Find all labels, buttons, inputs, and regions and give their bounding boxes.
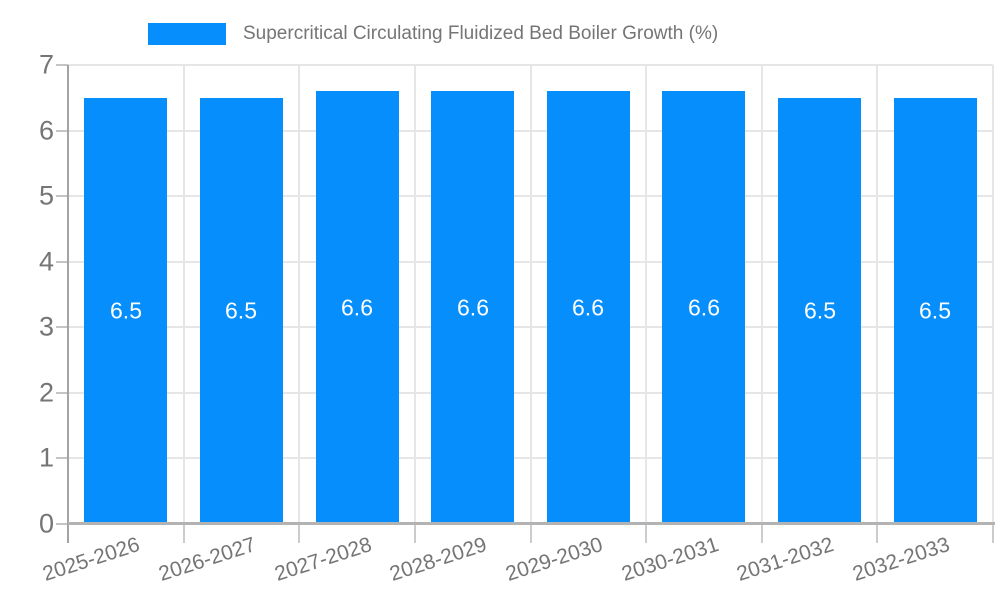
x-axis-tick-label: 2032-2033 <box>849 533 953 586</box>
y-axis-line <box>67 65 69 524</box>
legend-swatch <box>148 23 226 45</box>
bar[interactable] <box>778 98 861 522</box>
bar-value-label: 6.5 <box>919 297 951 324</box>
x-axis-tick <box>298 524 300 543</box>
bar-value-label: 6.6 <box>457 294 489 321</box>
bar-value-label: 6.5 <box>225 297 257 324</box>
bar[interactable] <box>894 98 977 522</box>
bar-value-label: 6.5 <box>804 297 836 324</box>
y-axis-tick <box>56 64 68 66</box>
bar-value-label: 6.5 <box>110 297 142 324</box>
x-axis-tick <box>992 524 994 543</box>
v-gridline <box>876 65 878 524</box>
y-axis-tick <box>56 392 68 394</box>
v-gridline <box>645 65 647 524</box>
x-axis-tick-label: 2028-2029 <box>387 533 490 586</box>
y-axis-tick <box>56 195 68 197</box>
v-gridline <box>992 65 994 524</box>
y-axis-tick-label: 7 <box>38 49 54 80</box>
bar[interactable] <box>547 91 630 522</box>
x-axis-tick-label: 2029-2030 <box>502 533 606 586</box>
bar[interactable] <box>200 98 283 522</box>
x-axis-tick <box>414 524 416 543</box>
bar-value-label: 6.6 <box>688 294 720 321</box>
x-axis-tick-label: 2025-2026 <box>40 533 143 586</box>
v-gridline <box>414 65 416 524</box>
y-axis-tick <box>56 457 68 459</box>
chart-legend-item[interactable]: Supercritical Circulating Fluidized Bed … <box>148 23 718 45</box>
x-axis-tick-label: 2031-2032 <box>734 533 837 586</box>
x-axis-tick <box>67 524 69 543</box>
x-axis-tick-label: 2030-2031 <box>618 533 722 586</box>
bar[interactable] <box>316 91 399 522</box>
x-axis-tick-label: 2026-2027 <box>155 533 259 586</box>
bar[interactable] <box>84 98 167 522</box>
bar-value-label: 6.6 <box>341 294 373 321</box>
y-axis-tick-label: 1 <box>38 442 54 473</box>
v-gridline <box>530 65 532 524</box>
bar[interactable] <box>431 91 514 522</box>
y-axis-tick <box>56 261 68 263</box>
x-axis-tick <box>876 524 878 543</box>
y-axis-tick-label: 6 <box>38 115 54 146</box>
x-axis-tick <box>761 524 763 543</box>
y-axis-tick <box>56 130 68 132</box>
x-axis-tick <box>183 524 185 543</box>
x-axis-tick-label: 2027-2028 <box>271 533 375 586</box>
legend-label: Supercritical Circulating Fluidized Bed … <box>243 23 719 44</box>
bar-value-label: 6.6 <box>572 294 604 321</box>
x-axis-tick <box>645 524 647 543</box>
v-gridline <box>298 65 300 524</box>
x-axis-tick <box>530 524 532 543</box>
v-gridline <box>183 65 185 524</box>
y-axis-tick-label: 4 <box>38 246 54 277</box>
y-axis-tick-label: 2 <box>38 377 54 408</box>
bar[interactable] <box>662 91 745 522</box>
y-axis-tick-label: 5 <box>38 180 54 211</box>
x-axis-line <box>68 522 995 525</box>
y-axis-tick <box>56 326 68 328</box>
y-axis-tick-label: 3 <box>38 311 54 342</box>
v-gridline <box>761 65 763 524</box>
y-axis-tick-label: 0 <box>38 508 54 539</box>
y-axis-tick <box>56 523 68 525</box>
